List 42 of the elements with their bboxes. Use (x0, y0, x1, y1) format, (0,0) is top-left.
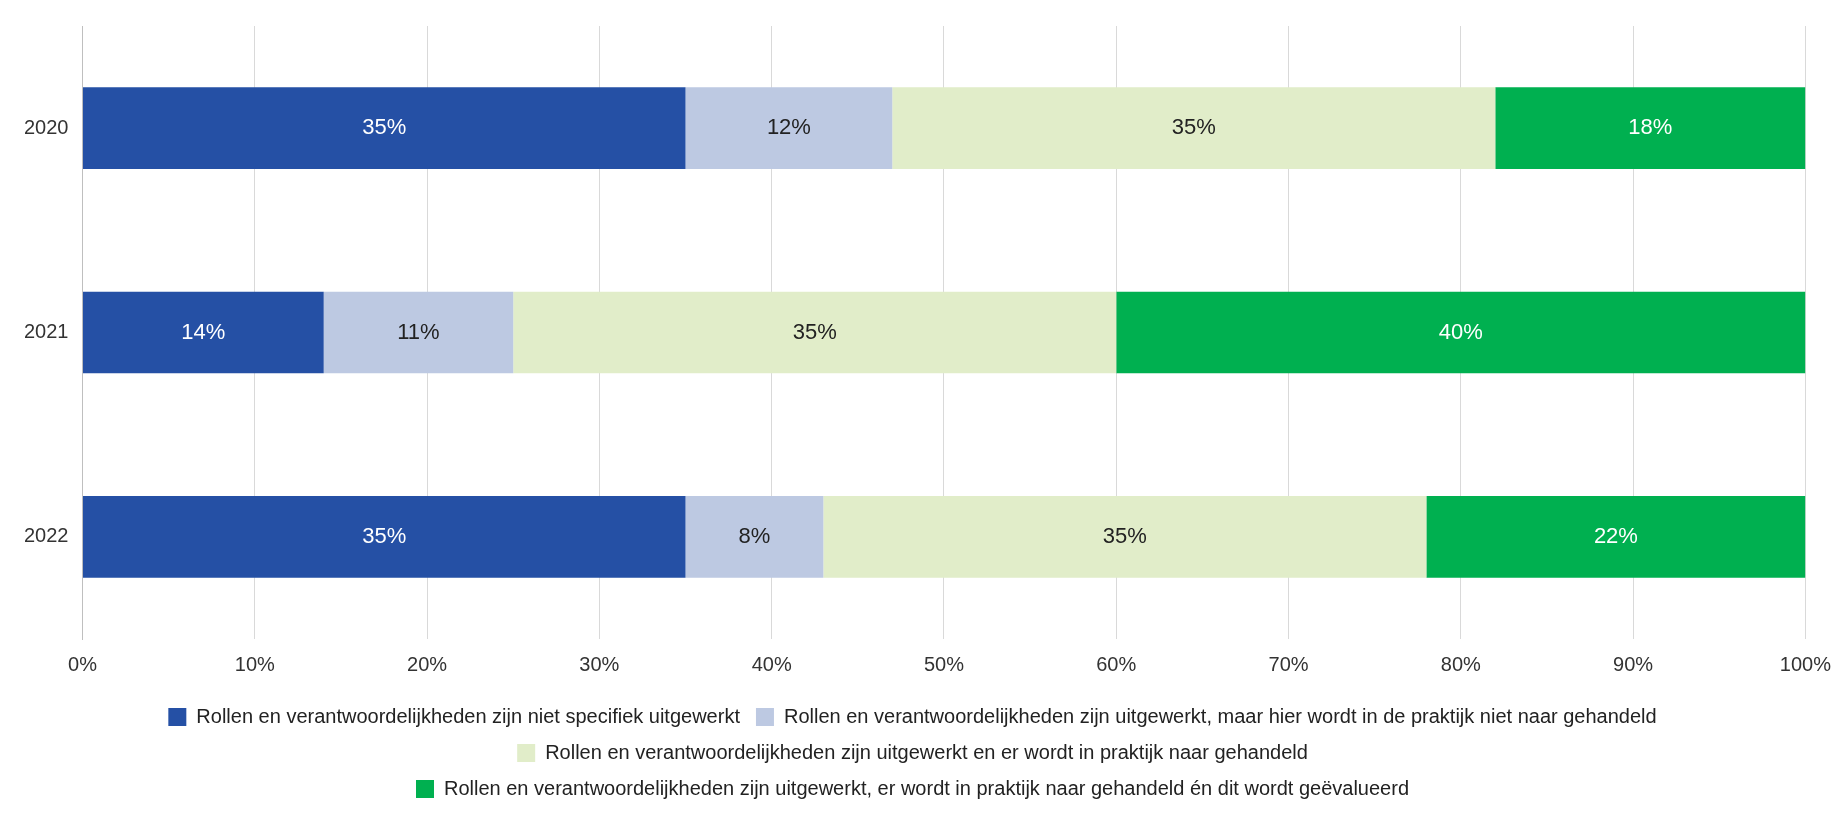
data-label: 14% (181, 318, 226, 344)
data-label: 35% (1171, 114, 1216, 140)
bar (82, 495, 686, 578)
data-label: 35% (1102, 522, 1147, 548)
data-label: 22% (1593, 522, 1638, 548)
bar (82, 291, 324, 374)
x-tick-label: 0% (68, 652, 98, 675)
data-label: 40% (1438, 318, 1483, 344)
x-tick-label: 90% (1613, 652, 1654, 675)
x-tick-label: 10% (234, 652, 276, 675)
y-tick-label: 2022 (23, 524, 69, 547)
y-tick-label: 2021 (23, 320, 69, 343)
bar (1116, 291, 1806, 374)
data-label: 11% (397, 318, 440, 344)
x-tick-label: 80% (1440, 652, 1482, 675)
y-tick-label: 2020 (23, 115, 69, 138)
legend-label: Rollen en verantwoordelijkheden zijn uitgewerkt en er wordt in praktijk naar gehandeld (545, 740, 1308, 763)
data-label: 35% (792, 318, 837, 344)
data-label: 12% (766, 114, 811, 140)
legend-label: Rollen en verantwoordelijkheden zijn uitgewerkt, maar hier wordt in de praktijk niet naar gehandeld (783, 704, 1657, 727)
data-label: 18% (1628, 114, 1673, 140)
x-tick-label: 20% (407, 652, 448, 675)
x-tick-label: 60% (1096, 652, 1137, 675)
legend-label: Rollen en verantwoordelijkheden zijn niet specifiek uitgewerkt (196, 704, 741, 727)
bar (513, 291, 1117, 374)
x-tick-label: 50% (923, 652, 965, 675)
x-tick-label: 30% (579, 652, 620, 675)
bar (685, 87, 893, 170)
bar (1495, 87, 1806, 170)
data-label: 8% (738, 522, 771, 548)
bar (82, 87, 686, 170)
x-tick-label: 40% (751, 652, 792, 675)
bar (1426, 495, 1806, 578)
data-label: 35% (362, 522, 407, 548)
bar (685, 495, 824, 578)
legend-label: Rollen en verantwoordelijkheden zijn uitgewerkt, er wordt in praktijk naar gehandeld én dit wordt geëvalueerd (444, 776, 1410, 799)
x-tick-label: 70% (1268, 652, 1309, 675)
data-label: 35% (362, 114, 407, 140)
bar (892, 87, 1496, 170)
bar (323, 291, 514, 374)
x-tick-label: 100% (1779, 652, 1832, 675)
bar (823, 495, 1427, 578)
